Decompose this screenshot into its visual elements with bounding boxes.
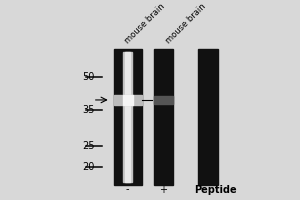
Bar	[154, 96, 173, 104]
Text: mouse brain: mouse brain	[164, 2, 208, 46]
Text: 50: 50	[82, 72, 95, 82]
Bar	[114, 95, 142, 105]
Bar	[198, 49, 218, 185]
Text: 25: 25	[82, 141, 95, 151]
Text: +: +	[159, 185, 167, 195]
Text: mouse brain: mouse brain	[123, 2, 166, 46]
Bar	[122, 95, 133, 105]
Text: 20: 20	[82, 162, 95, 172]
Bar	[125, 52, 130, 182]
Bar	[154, 49, 173, 185]
Text: Peptide: Peptide	[194, 185, 237, 195]
Bar	[123, 52, 132, 182]
Text: -: -	[126, 185, 130, 195]
Bar	[114, 49, 142, 185]
Text: 35: 35	[82, 105, 95, 115]
